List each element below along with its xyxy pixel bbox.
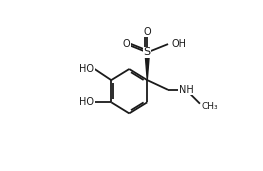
- Text: O: O: [143, 27, 151, 37]
- Text: S: S: [144, 47, 151, 57]
- Polygon shape: [145, 52, 149, 80]
- Text: CH₃: CH₃: [201, 102, 218, 111]
- Text: HO: HO: [79, 97, 94, 107]
- Text: NH: NH: [179, 85, 194, 95]
- Text: O: O: [123, 39, 130, 49]
- Text: HO: HO: [79, 64, 94, 74]
- Text: OH: OH: [171, 39, 186, 49]
